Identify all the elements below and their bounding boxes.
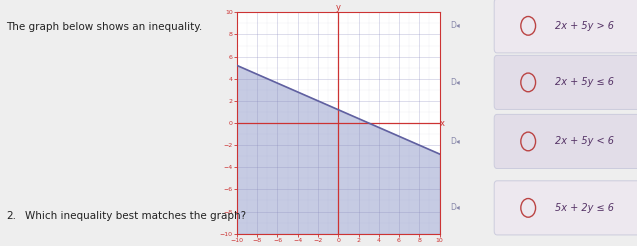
Text: 2.: 2. [6, 212, 17, 221]
FancyBboxPatch shape [494, 114, 637, 169]
FancyBboxPatch shape [494, 55, 637, 109]
Text: 5x + 2y ≤ 6: 5x + 2y ≤ 6 [555, 203, 615, 213]
Text: The graph below shows an inequality.: The graph below shows an inequality. [6, 22, 203, 32]
FancyBboxPatch shape [494, 181, 637, 235]
Text: x: x [440, 119, 445, 127]
Text: 2x + 5y ≤ 6: 2x + 5y ≤ 6 [555, 77, 615, 87]
Text: D◂: D◂ [450, 203, 461, 212]
Text: 2x + 5y > 6: 2x + 5y > 6 [555, 21, 615, 31]
Text: Which inequality best matches the graph?: Which inequality best matches the graph? [25, 212, 247, 221]
Text: y: y [336, 3, 341, 12]
Text: D◂: D◂ [450, 21, 461, 30]
Text: 2x + 5y < 6: 2x + 5y < 6 [555, 137, 615, 146]
FancyBboxPatch shape [494, 0, 637, 53]
Text: D◂: D◂ [450, 137, 461, 146]
Text: D◂: D◂ [450, 78, 461, 87]
